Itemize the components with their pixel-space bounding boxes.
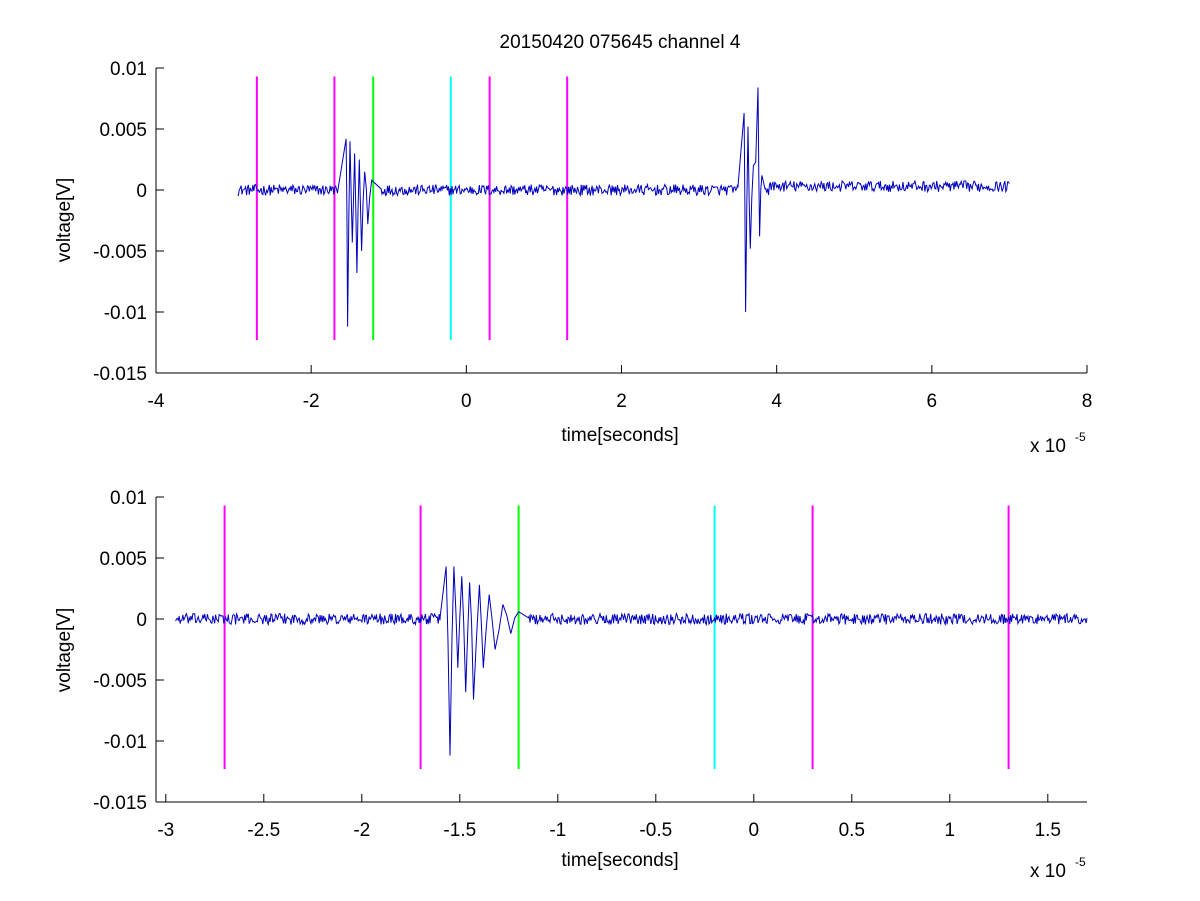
y-tick-label: -0.015 (93, 793, 147, 814)
top-y-axis-label: voltage[V] (54, 178, 75, 263)
bottom-x-multiplier: x 10 (1030, 861, 1066, 882)
y-tick-label: 0 (136, 181, 147, 202)
y-tick-label: 0.01 (110, 488, 147, 509)
y-tick-label: -0.01 (104, 303, 147, 324)
x-tick-label: 6 (927, 391, 938, 412)
y-tick-label: -0.01 (104, 732, 147, 753)
y-tick-label: 0.005 (99, 549, 147, 570)
top-x-multiplier: x 10 (1030, 436, 1066, 457)
signal-line (237, 87, 1010, 327)
y-tick-label: -0.005 (93, 671, 147, 692)
bottom-x-axis-label: time[seconds] (561, 850, 678, 871)
top-axes: -4 -2 0 2 4 6 8 0.01 0.005 0 -0.005 -0.01 -0.015 tim… (54, 59, 1092, 457)
bottom-y-axis-label: voltage[V] (54, 608, 75, 693)
x-tick-label: -2 (303, 391, 320, 412)
x-tick-label: -4 (148, 391, 165, 412)
x-tick-label: -0.5 (639, 820, 672, 841)
bottom-ticks: -3 -2.5 -2 -1.5 -1 -0.5 0 0.5 1 1.5 0.01 0.005 0 -0.0… (93, 488, 1061, 841)
top-marker-lines (255, 76, 569, 341)
x-tick-label: 0 (461, 391, 472, 412)
signal-line (175, 566, 1088, 756)
y-tick-label: 0 (136, 610, 147, 631)
x-tick-label: 1 (945, 820, 956, 841)
x-tick-label: -1 (549, 820, 566, 841)
x-tick-label: 0 (749, 820, 760, 841)
y-tick-label: 0.01 (110, 59, 147, 80)
y-tick-label: 0.005 (99, 120, 147, 141)
y-tick-label: -0.005 (93, 242, 147, 263)
top-x-multiplier-exponent: -5 (1075, 430, 1086, 444)
x-tick-label: -1.5 (443, 820, 476, 841)
bottom-marker-lines (223, 505, 1010, 770)
top-signal (237, 87, 1010, 327)
x-tick-label: 4 (771, 391, 782, 412)
bottom-signal (175, 566, 1088, 756)
chart-title: 20150420 075645 channel 4 (500, 32, 741, 53)
x-tick-label: 8 (1082, 391, 1093, 412)
x-tick-label: 1.5 (1035, 820, 1061, 841)
y-tick-label: -0.015 (93, 364, 147, 385)
x-tick-label: -2.5 (247, 820, 280, 841)
bottom-axes: -3 -2.5 -2 -1.5 -1 -0.5 0 0.5 1 1.5 0.01 0.005 0 -0.0… (54, 488, 1088, 882)
top-x-axis-label: time[seconds] (561, 425, 678, 446)
x-tick-label: 2 (616, 391, 627, 412)
bottom-x-multiplier-exponent: -5 (1075, 855, 1086, 869)
x-tick-label: -2 (353, 820, 370, 841)
bottom-axes-frame (155, 497, 1087, 803)
x-tick-label: -3 (157, 820, 174, 841)
top-ticks: -4 -2 0 2 4 6 8 0.01 0.005 0 -0.005 -0.01 -0.015 (93, 59, 1092, 412)
x-tick-label: 0.5 (839, 820, 865, 841)
